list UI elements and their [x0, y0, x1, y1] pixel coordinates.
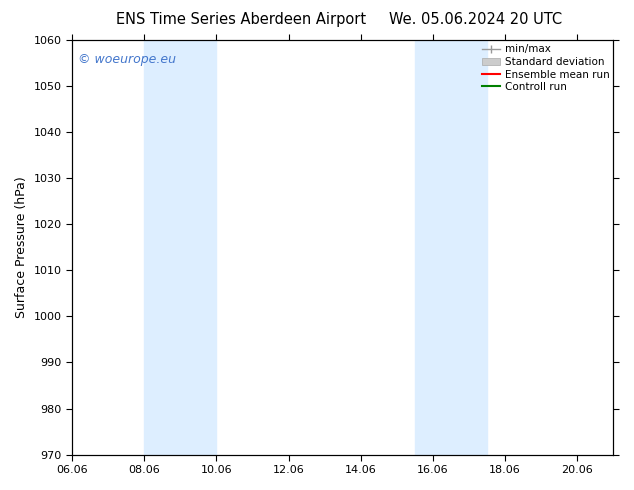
Y-axis label: Surface Pressure (hPa): Surface Pressure (hPa): [15, 176, 28, 318]
Text: © woeurope.eu: © woeurope.eu: [77, 52, 176, 66]
Bar: [451, 40, 487, 455]
Bar: [415, 40, 451, 455]
Text: We. 05.06.2024 20 UTC: We. 05.06.2024 20 UTC: [389, 12, 562, 27]
Legend: min/max, Standard deviation, Ensemble mean run, Controll run: min/max, Standard deviation, Ensemble me…: [479, 42, 611, 94]
Text: ENS Time Series Aberdeen Airport: ENS Time Series Aberdeen Airport: [116, 12, 366, 27]
Bar: [145, 40, 216, 455]
